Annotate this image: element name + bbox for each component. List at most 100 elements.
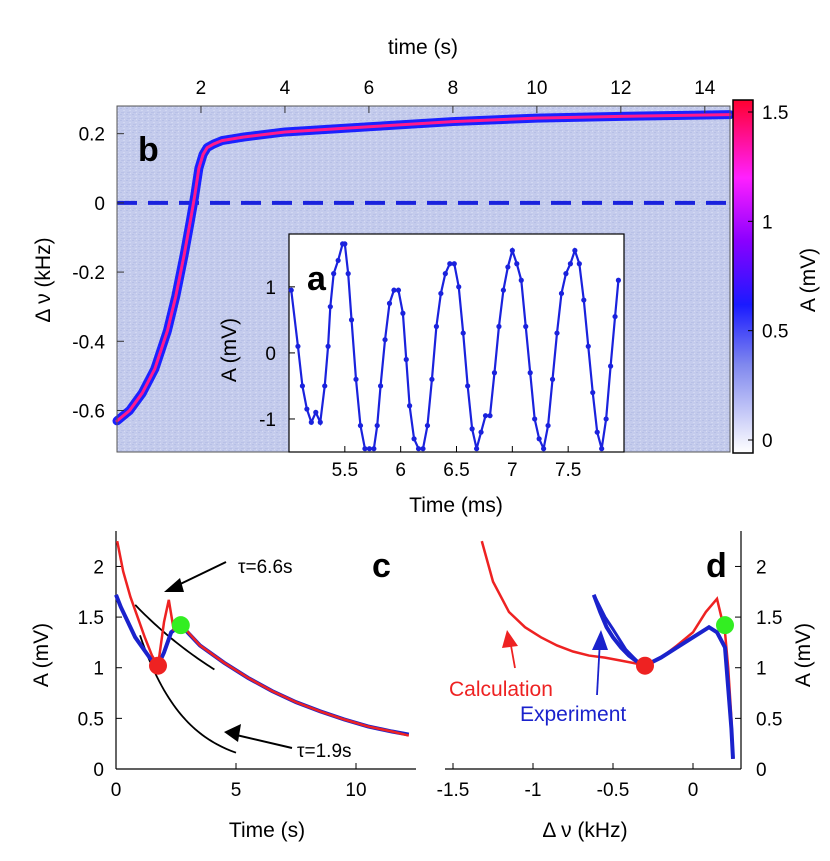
- d-y-tick-label: 2: [756, 557, 767, 578]
- inset-sample-point: [482, 413, 489, 419]
- b-top-tick-label: 14: [694, 78, 716, 99]
- colorbar-tick-label: 1.5: [762, 103, 788, 124]
- a-x-tick-label: 7: [507, 460, 518, 481]
- inset-sample-point: [400, 310, 406, 316]
- inset-y-axis: 1 0 -1: [259, 278, 295, 431]
- a-x-tick-label: 6.5: [443, 460, 469, 481]
- inset-sample-point: [331, 271, 337, 277]
- inset-sample-point: [474, 446, 480, 452]
- inset-sample-point: [442, 271, 448, 277]
- inset-sample-point: [447, 261, 453, 267]
- inset-sample-point: [518, 277, 524, 283]
- panel-b-y-label: Δ ν (kHz): [32, 237, 55, 322]
- experiment-curve: [591, 594, 735, 759]
- inset-sample-point: [576, 261, 582, 267]
- panel-b-top-label: time (s): [388, 36, 458, 59]
- inset-sample-point: [424, 422, 431, 429]
- inset-sample-point: [599, 446, 605, 452]
- panel-b-y-axis: 0.2 0 -0.2 -0.4 -0.6: [72, 125, 124, 422]
- inset-sample-point: [514, 261, 520, 267]
- inset-background: [288, 233, 625, 453]
- inset-sample-point: [465, 383, 471, 389]
- inset-sample-point: [612, 313, 618, 320]
- inset-x-label: Time (ms): [409, 494, 503, 517]
- b-top-tick-label: 2: [196, 78, 207, 99]
- inset-sample-point: [469, 426, 475, 432]
- inset-sample-point: [288, 287, 294, 293]
- b-top-tick-label: 4: [280, 78, 291, 99]
- panel-d-y-label: A (mV): [792, 623, 815, 687]
- inset-sample-point: [487, 413, 493, 419]
- colorbar-tick-label: 1: [762, 212, 773, 233]
- inset-sample-point: [317, 419, 323, 425]
- a-x-tick-label: 5.5: [332, 460, 358, 481]
- arrow-head-tau-6.6: [164, 578, 184, 592]
- arrow-tau-1.9: [231, 733, 293, 749]
- b-y-tick-label: -0.2: [72, 263, 105, 284]
- inset-sample-point: [407, 403, 413, 409]
- experiment-label: Experiment: [520, 703, 626, 726]
- inset-sample-point: [313, 409, 319, 415]
- inset-sample-point: [541, 446, 547, 452]
- d-y-tick-label: 0: [756, 760, 767, 781]
- inset-sample-point: [438, 290, 444, 297]
- panel-a-letter: a: [307, 260, 327, 298]
- inset-sample-point: [532, 416, 538, 422]
- inset-sample-point: [304, 406, 310, 412]
- inset-sample-point: [386, 300, 393, 306]
- d-y-tick-label: 0.5: [756, 709, 782, 730]
- inset-sample-point: [509, 247, 515, 254]
- inset-sample-point: [429, 376, 435, 382]
- inset-sample-point: [342, 241, 348, 247]
- inset-sample-point: [585, 343, 591, 349]
- inset-sample-point: [411, 436, 417, 442]
- panel-c-y-label: A (mV): [30, 623, 53, 687]
- colorbar-ticks: 1.5 1 0.5 0: [748, 103, 788, 452]
- inset-sample-point: [581, 297, 587, 303]
- resonance-trace-peak: [115, 113, 732, 423]
- b-y-tick-label: -0.6: [72, 401, 105, 422]
- inset-sample-point: [496, 323, 502, 330]
- panel-d: -1.5 -1 -0.5 0 2 1.5 1 0.5 0 Calculation Experi…: [437, 531, 815, 842]
- d-y-tick-label: 1: [756, 659, 767, 680]
- inset-sample-point: [500, 287, 506, 293]
- inset-sample-point: [545, 422, 551, 429]
- b-top-tick-label: 6: [364, 78, 375, 99]
- c-y-tick-label: 1.5: [78, 608, 104, 629]
- inset-sample-point: [554, 330, 560, 336]
- inset-sample-point: [382, 337, 388, 343]
- panel-c-x-axis: 0 5 10: [111, 763, 367, 801]
- inset-sample-point: [491, 370, 498, 376]
- panel-b-top-axis: 2 4 6 8 10 12 14: [196, 78, 716, 113]
- inset-sample-point: [371, 446, 377, 452]
- a-y-tick-label: 1: [265, 278, 276, 299]
- inset-sample-point: [523, 323, 529, 330]
- inset-sample-point: [348, 317, 355, 323]
- inset-sample-point: [345, 271, 351, 277]
- calculation-label: Calculation: [449, 678, 553, 701]
- c-x-tick-label: 0: [111, 780, 122, 801]
- tau-6.6-label: τ=6.6s: [238, 557, 293, 578]
- inset-x-axis: 5.5 6 6.5 7 7.5: [332, 446, 581, 481]
- fit-curve-tau-6.6: [134, 604, 215, 671]
- fit-curve-tau-1.9: [139, 635, 237, 754]
- inset-sample-point: [415, 446, 422, 452]
- panel-a-inset: 5.5 6 6.5 7 7.5 1 0 -1 Time (ms) A (mV) a: [218, 233, 625, 517]
- panel-c-y-axis: 2 1.5 1 0.5 0: [78, 557, 122, 781]
- calculation-arrow-head: [502, 630, 518, 648]
- c-x-tick-label: 5: [231, 780, 242, 801]
- inset-sample-point: [327, 304, 333, 310]
- experiment-curve-branch: [592, 594, 640, 664]
- colorbar-tick-label: 0.5: [762, 322, 788, 343]
- inset-sample-point: [433, 323, 439, 330]
- inset-sample-point: [299, 383, 305, 389]
- colorbar-label: A (mV): [797, 248, 820, 312]
- inset-sample-point: [295, 343, 301, 349]
- c-y-tick-label: 0: [93, 760, 104, 781]
- inset-sample-point: [322, 383, 328, 389]
- inset-sample-point: [460, 330, 466, 336]
- inset-sample-point: [357, 422, 364, 429]
- d-x-tick-label: -1.5: [437, 780, 470, 801]
- red-marker: [636, 656, 654, 675]
